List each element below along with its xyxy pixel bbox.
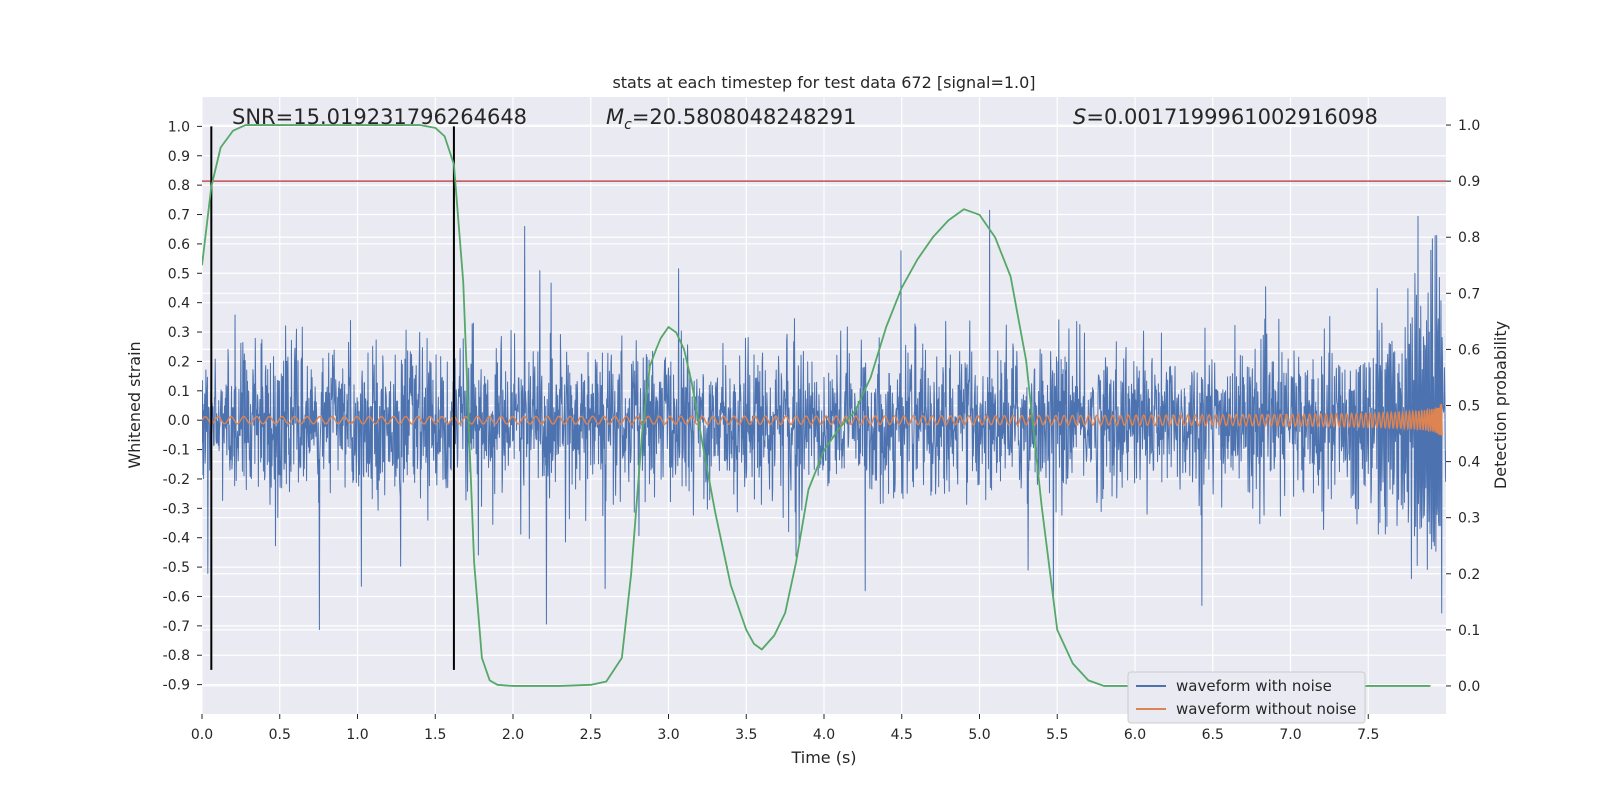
legend-label-waveform-with-noise: waveform with noise [1176, 677, 1332, 695]
y2-tick-label: 0.5 [1458, 399, 1480, 415]
score-annotation: S=0.0017199961002916098 [1073, 105, 1378, 129]
chirp-mass-annotation: Mc=20.5808048248291 [606, 105, 857, 133]
y-tick-label: 0.0 [168, 413, 190, 429]
y2-tick-label: 0.3 [1458, 511, 1480, 527]
chirp-mass-value: =20.5808048248291 [632, 105, 857, 129]
x-tick-label: 2.0 [502, 727, 524, 743]
x-tick-label: 2.5 [580, 727, 602, 743]
y-tick-label: -0.2 [163, 472, 190, 488]
snr-annotation: SNR=15.019231796264648 [232, 105, 527, 129]
y2-tick-label: 0.1 [1458, 623, 1480, 639]
x-tick-label: 0.5 [269, 727, 291, 743]
y-tick-label: -0.3 [163, 501, 190, 517]
y2-tick-label: 0.6 [1458, 342, 1480, 358]
y-tick-label: -0.8 [163, 648, 190, 664]
y-tick-label: 0.1 [168, 384, 190, 400]
y-tick-label: 0.8 [168, 178, 190, 194]
series-waveform-with-noise-line [202, 209, 1446, 631]
x-tick-label: 3.5 [735, 727, 757, 743]
y-tick-label: 0.2 [168, 354, 190, 370]
y-tick-label: -0.6 [163, 589, 190, 605]
chirp-mass-subscript: c [624, 117, 632, 133]
x-tick-label: 5.5 [1046, 727, 1068, 743]
y-tick-label: 1.0 [168, 119, 190, 135]
x-tick-label: 5.0 [968, 727, 990, 743]
y-tick-label: 0.6 [168, 237, 190, 253]
x-tick-label: 6.0 [1124, 727, 1146, 743]
y2-tick-label: 1.0 [1458, 118, 1480, 134]
y-tick-label: 0.3 [168, 325, 190, 341]
y-tick-label: -0.9 [163, 678, 190, 694]
x-tick-label: 7.5 [1357, 727, 1379, 743]
y-tick-label: 0.7 [168, 208, 190, 224]
plot-area [202, 124, 1446, 687]
chart-title: stats at each timestep for test data 672… [612, 73, 1035, 92]
score-value: =0.0017199961002916098 [1086, 105, 1378, 129]
y2-tick-label: 0.9 [1458, 174, 1480, 190]
series-detection-probability-line [202, 124, 1431, 687]
legend-box [1127, 671, 1366, 724]
y2-axis-label: Detection probability [1491, 321, 1510, 489]
legend-label-waveform-without-noise: waveform without noise [1176, 700, 1356, 718]
vline-group [210, 126, 455, 670]
y2-tick-label: 0.4 [1458, 455, 1480, 471]
legend: waveform with noise waveform without noi… [1127, 671, 1366, 724]
x-tick-label: 6.5 [1202, 727, 1224, 743]
x-axis: 0.0 0.5 1.0 1.5 2.0 2.5 3.0 3.5 4.0 4.5 5.0 5.5 6.0 6… [191, 714, 1379, 743]
y-tick-label: -0.7 [163, 619, 190, 635]
x-tick-label: 7.0 [1279, 727, 1301, 743]
x-tick-label: 4.0 [813, 727, 835, 743]
x-tick-label: 3.0 [657, 727, 679, 743]
y2-tick-label: 0.2 [1458, 567, 1480, 583]
y-tick-label: -0.5 [163, 560, 190, 576]
series-waveform-without-noise-line [202, 404, 1443, 437]
chirp-mass-symbol: M [606, 105, 624, 129]
y-axis-label: Whitened strain [125, 341, 144, 468]
x-axis-label: Time (s) [790, 748, 856, 767]
y2-tick-label: 0.7 [1458, 286, 1480, 302]
y-axis: 1.0 0.9 0.8 0.7 0.6 0.5 0.4 0.3 0.2 0.1 0.0 -0.1 -0.… [163, 119, 202, 694]
x-tick-label: 1.0 [346, 727, 368, 743]
score-symbol: S [1073, 105, 1086, 129]
y2-tick-label: 0.8 [1458, 230, 1480, 246]
y2-tick-label: 0.0 [1458, 679, 1480, 695]
y-tick-label: 0.9 [168, 149, 190, 165]
x-tick-label: 0.0 [191, 727, 213, 743]
y-tick-label: -0.1 [163, 443, 190, 459]
y2-axis: 1.0 0.9 0.8 0.7 0.6 0.5 0.4 0.3 0.2 0.1 0.0 [1446, 118, 1480, 695]
y-tick-label: 0.5 [168, 266, 190, 282]
y-tick-label: -0.4 [163, 531, 190, 547]
x-tick-label: 1.5 [424, 727, 446, 743]
y-tick-label: 0.4 [168, 296, 190, 312]
x-tick-label: 4.5 [891, 727, 913, 743]
